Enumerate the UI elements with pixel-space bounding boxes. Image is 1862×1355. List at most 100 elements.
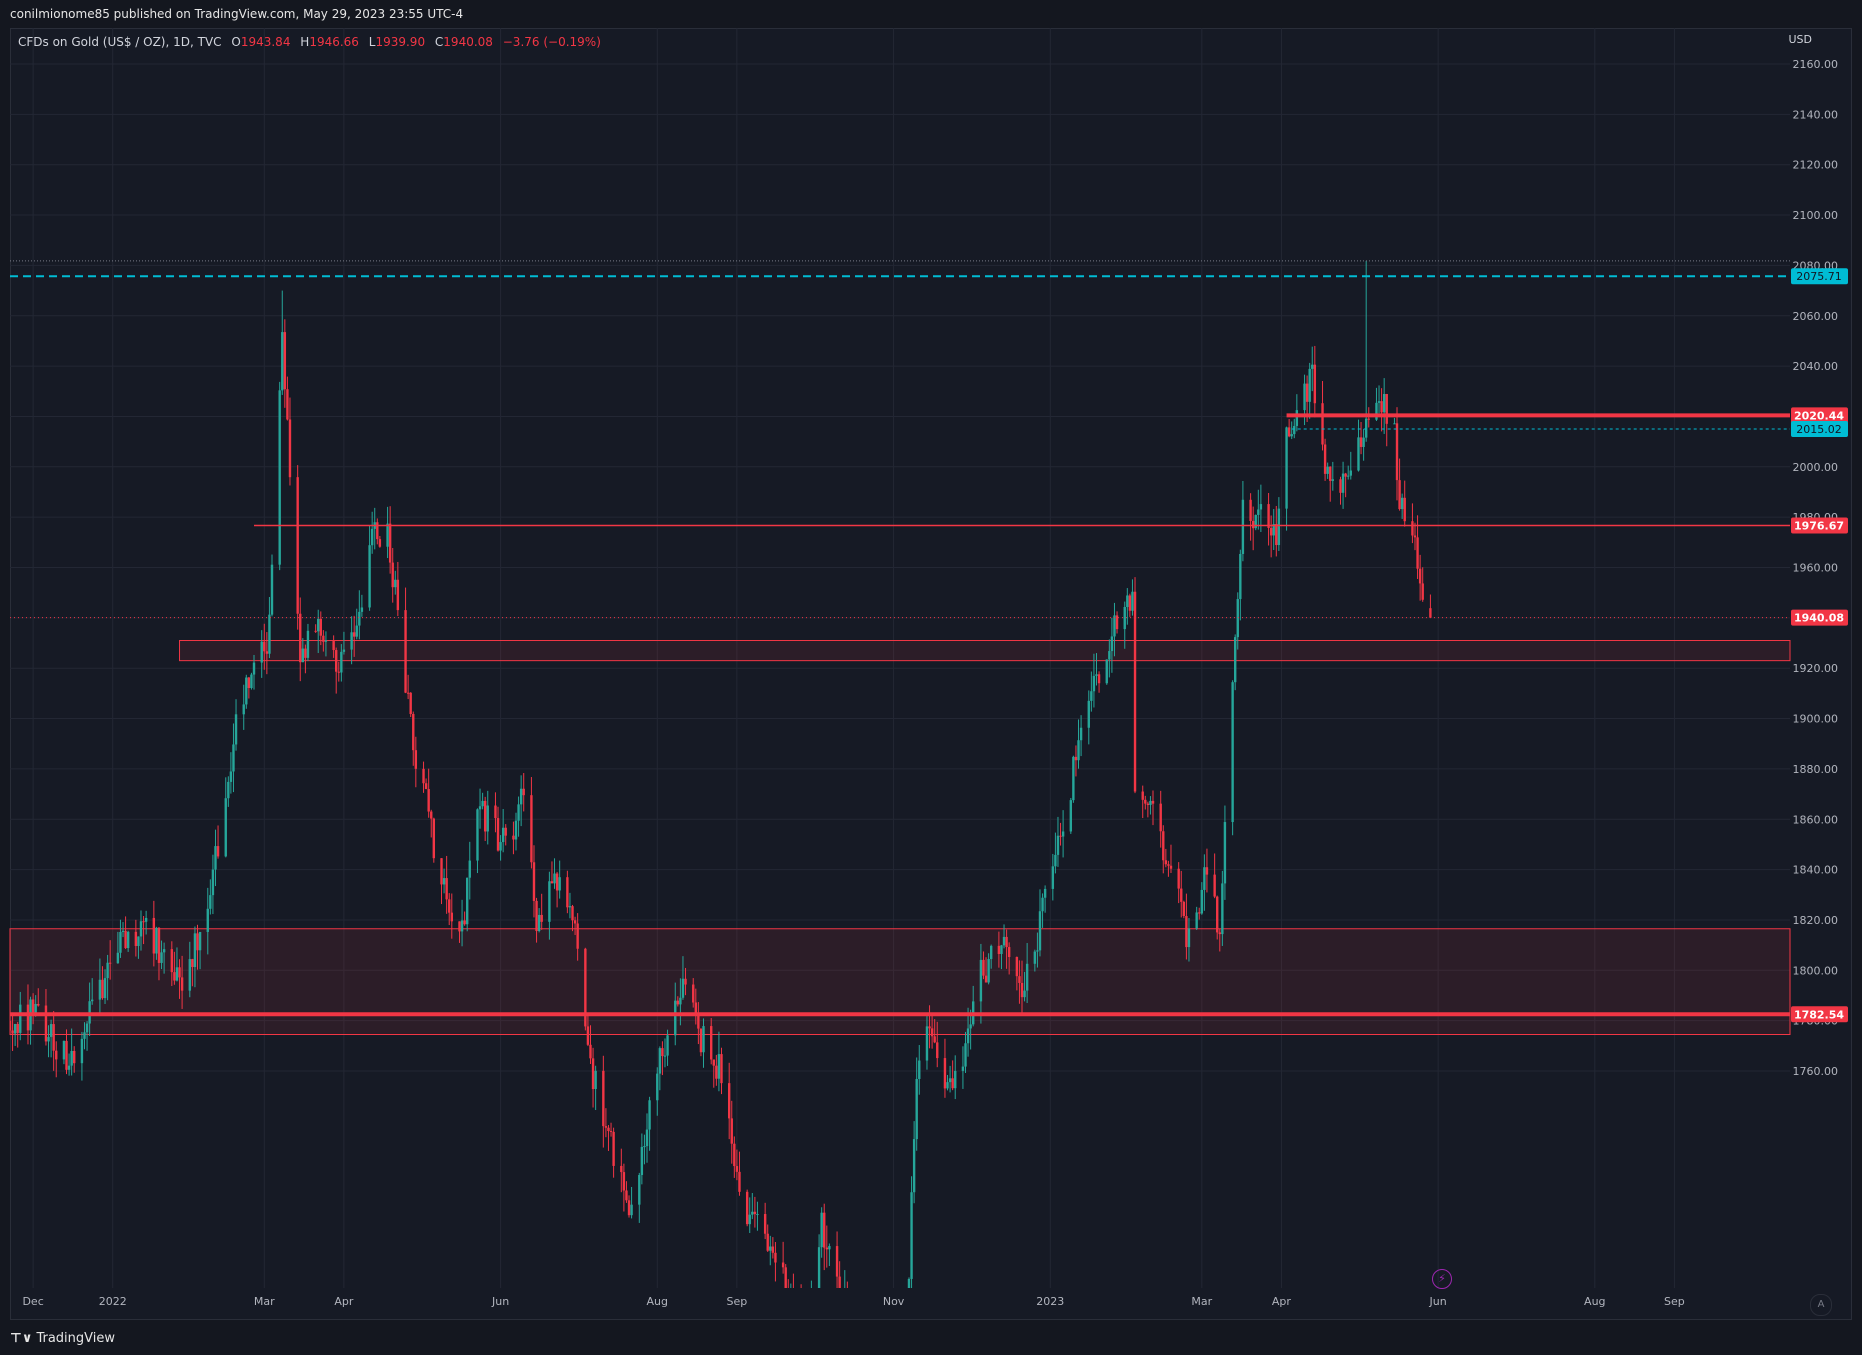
y-tick-label: 2040.00 xyxy=(1793,360,1839,373)
candle-body xyxy=(173,972,176,981)
candle-body xyxy=(252,662,256,675)
candle-body xyxy=(268,614,271,654)
candle-body xyxy=(80,1038,84,1064)
legend-symbol[interactable]: CFDs on Gold (US$ / OZ), 1D, TVC xyxy=(18,35,222,49)
currency-label[interactable]: USD xyxy=(1788,33,1812,46)
y-tick-label: 2000.00 xyxy=(1793,461,1839,474)
candle-body xyxy=(1105,659,1108,684)
candle-body xyxy=(604,1126,608,1128)
candle-body xyxy=(1241,499,1245,554)
candle-body xyxy=(224,798,227,857)
candle-body xyxy=(358,611,361,626)
candle-body xyxy=(1367,418,1370,420)
candle-body xyxy=(409,692,412,714)
symbol-legend[interactable]: CFDs on Gold (US$ / OZ), 1D, TVC O1943.8… xyxy=(18,33,601,51)
candle-body xyxy=(627,1200,631,1216)
candle-body xyxy=(674,1000,677,1036)
chart-frame[interactable] xyxy=(10,28,1852,1320)
candle-body xyxy=(55,1050,58,1060)
supply-demand-zone xyxy=(179,640,1791,662)
candle-body xyxy=(1025,963,1029,991)
candle-body xyxy=(790,1289,792,1294)
candle-body xyxy=(139,921,143,937)
candle-body xyxy=(486,805,489,832)
candle-body xyxy=(774,1252,777,1263)
candle-body xyxy=(432,818,436,859)
candle-body xyxy=(301,648,305,663)
candle-body xyxy=(640,1146,644,1176)
candle-body xyxy=(52,1024,55,1051)
legend-close-label: C xyxy=(434,35,444,49)
candle-body xyxy=(1187,928,1191,948)
candle-body xyxy=(406,692,410,694)
candle-body xyxy=(342,649,346,652)
candle-body xyxy=(817,1247,821,1288)
candle-body xyxy=(1313,364,1317,404)
candle-body xyxy=(1341,473,1345,493)
footer: ⊤∨ TradingView xyxy=(0,1322,1862,1355)
candle-body xyxy=(73,1050,76,1064)
candle-body xyxy=(388,523,392,563)
candle-body xyxy=(155,927,158,954)
candle-body xyxy=(514,820,518,840)
candle-body xyxy=(62,1040,66,1060)
candle-body xyxy=(196,933,199,951)
candle-body xyxy=(984,975,988,983)
y-tick-label: 2120.00 xyxy=(1793,159,1839,172)
auto-scale-button[interactable]: A xyxy=(1810,1294,1832,1316)
candle-body xyxy=(612,1131,615,1166)
candle-body xyxy=(930,1028,934,1037)
tradingview-logo-icon: ⊤∨ xyxy=(10,1331,33,1346)
candle-body xyxy=(106,962,109,979)
candle-body xyxy=(1051,866,1055,889)
candle-body xyxy=(1395,423,1399,481)
candle-body xyxy=(571,906,574,921)
candle-body xyxy=(1275,523,1278,546)
candle-body xyxy=(609,1130,613,1132)
candle-body xyxy=(1126,595,1129,607)
candle-body xyxy=(591,1058,595,1090)
lightning-icon[interactable]: ⚡ xyxy=(1432,1269,1452,1289)
candle-body xyxy=(216,846,220,857)
candle-body xyxy=(1041,897,1044,912)
price-label-text: 2015.02 xyxy=(1796,423,1842,436)
legend-high-label: H xyxy=(300,35,310,49)
candle-body xyxy=(317,618,320,632)
price-chart[interactable]: 2160.002140.002120.002100.002080.002060.… xyxy=(0,0,1862,1322)
candle-body xyxy=(846,1291,848,1322)
candle-body xyxy=(771,1246,775,1253)
y-tick-label: 1960.00 xyxy=(1793,562,1839,575)
candle-body xyxy=(322,635,325,642)
candle-body xyxy=(1277,508,1281,546)
candle-body xyxy=(1249,499,1252,521)
x-tick-label: Sep xyxy=(1664,1295,1685,1308)
candle-body xyxy=(1362,437,1365,447)
price-label-badge xyxy=(1791,268,1848,285)
candle-body xyxy=(283,332,287,390)
y-tick-label: 2100.00 xyxy=(1793,209,1839,222)
candle-body xyxy=(193,933,197,968)
candle-body xyxy=(805,1313,807,1319)
candle-body xyxy=(144,917,148,922)
candle-body xyxy=(951,1078,954,1089)
price-label-text: 1976.67 xyxy=(1794,520,1844,533)
candle-body xyxy=(1000,945,1003,954)
x-tick-label: Sep xyxy=(727,1295,748,1308)
candle-body xyxy=(1421,583,1424,600)
candle-body xyxy=(1393,423,1396,425)
price-label-text: 1940.08 xyxy=(1794,612,1844,625)
candle-body xyxy=(915,1078,918,1140)
candle-body xyxy=(152,917,156,954)
candle-body xyxy=(1287,427,1291,437)
candle-body xyxy=(838,1276,841,1288)
candle-body xyxy=(466,877,469,925)
candle-body xyxy=(1123,606,1126,630)
candle-body xyxy=(1221,883,1224,935)
candle-body xyxy=(460,920,464,932)
candle-body xyxy=(1347,475,1350,477)
candle-body xyxy=(476,809,479,861)
candle-body xyxy=(142,921,145,923)
candle-body xyxy=(1115,615,1119,630)
candle-body xyxy=(925,1026,929,1061)
candle-body xyxy=(463,920,466,925)
